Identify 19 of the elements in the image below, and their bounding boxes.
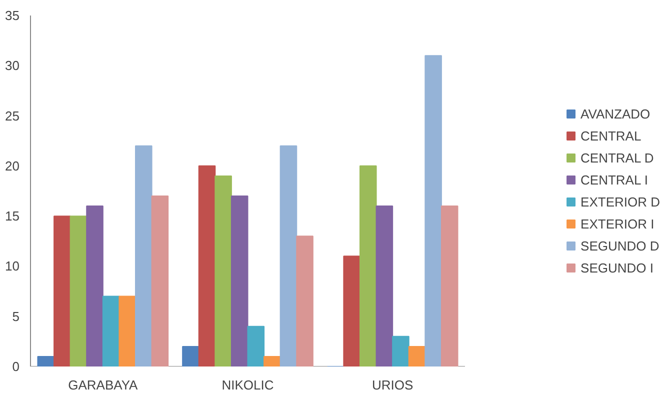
x-tick-label: URIOS	[372, 378, 414, 392]
legend-label: SEGUNDO I	[580, 260, 654, 275]
legend-label: CENTRAL D	[580, 150, 654, 165]
x-tick-label: NIKOLIC	[222, 378, 274, 392]
legend-label: EXTERIOR D	[580, 194, 660, 209]
y-tick-label: 20	[5, 158, 20, 174]
y-tick-label: 35	[5, 8, 20, 23]
y-tick-label: 25	[5, 108, 20, 124]
legend-label: EXTERIOR I	[580, 216, 654, 231]
legend-label: CENTRAL	[580, 128, 642, 143]
legend-label: AVANZADO	[580, 106, 650, 121]
x-tick-label: GARABAYA	[68, 378, 138, 392]
legend-label: CENTRAL I	[580, 172, 648, 187]
y-tick-label: 5	[12, 308, 20, 324]
y-tick-label: 10	[5, 258, 20, 274]
y-tick-label: 15	[5, 208, 20, 224]
legend-label: SEGUNDO D	[580, 238, 660, 253]
y-tick-label: 0	[12, 359, 20, 374]
y-tick-label: 30	[5, 58, 20, 74]
